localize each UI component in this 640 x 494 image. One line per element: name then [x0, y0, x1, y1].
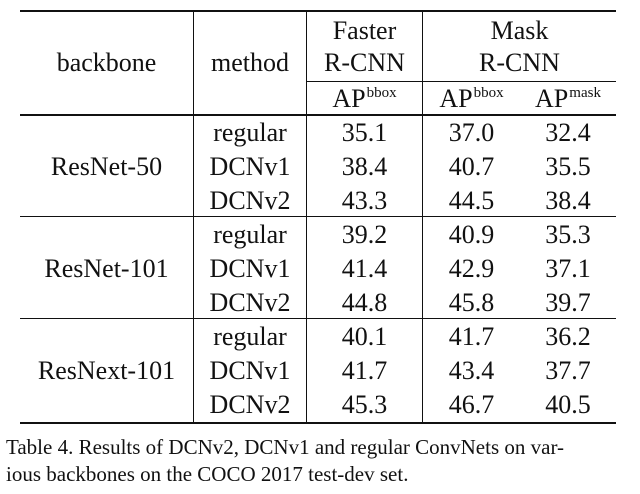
- mask-bbox-cell: 44.5: [448, 186, 495, 215]
- method-cell: DCNv1: [209, 356, 291, 385]
- header-rule: [20, 114, 616, 116]
- faster-bbox-cell: 41.7: [341, 356, 388, 385]
- mask-bbox-cell: 43.4: [448, 356, 495, 385]
- header-ap-mask-mask: APmask: [520, 86, 616, 112]
- faster-bbox-cell: 35.1: [341, 118, 388, 147]
- ap-superscript: bbox: [366, 85, 397, 101]
- group-rule-1: [20, 216, 616, 217]
- ap-superscript: bbox: [473, 85, 504, 101]
- mask-mask-cell: 40.5: [545, 390, 591, 419]
- method-cell: regular: [213, 118, 287, 147]
- table-caption: Table 4. Results of DCNv2, DCNv1 and reg…: [6, 434, 632, 488]
- faster-bbox-cell: 41.4: [341, 254, 388, 283]
- mask-bbox-cell: 40.9: [448, 220, 495, 249]
- top-rule: [20, 10, 616, 12]
- caption-line-1: Table 4. Results of DCNv2, DCNv1 and reg…: [6, 435, 565, 459]
- header-faster-line1: Faster: [332, 16, 397, 45]
- method-cell: DCNv2: [209, 390, 291, 419]
- header-mask-line2: R-CNN: [479, 48, 560, 77]
- mask-mask-cell: 38.4: [545, 186, 591, 215]
- group-rule-2: [20, 318, 616, 319]
- vertical-rule-faster: [422, 10, 423, 424]
- header-ap-faster-bbox: APbbox: [307, 86, 422, 112]
- backbone-resnet-50: ResNet-50: [50, 152, 163, 181]
- faster-bbox-cell: 43.3: [341, 186, 388, 215]
- faster-bbox-cell: 45.3: [341, 390, 388, 419]
- method-cell: regular: [213, 220, 287, 249]
- backbone-resnext-101: ResNext-101: [37, 356, 176, 385]
- faster-bbox-cell: 44.8: [341, 288, 388, 317]
- header-method: method: [211, 48, 289, 77]
- method-cell: DCNv2: [209, 288, 291, 317]
- mask-mask-cell: 35.5: [545, 152, 591, 181]
- method-cell: DCNv1: [209, 152, 291, 181]
- mask-bbox-cell: 46.7: [448, 390, 495, 419]
- header-ap-mask-bbox: APbbox: [423, 86, 520, 112]
- subheader-rule: [307, 81, 616, 82]
- ap-label: AP: [535, 84, 569, 113]
- faster-bbox-cell: 39.2: [341, 220, 388, 249]
- vertical-rule-backbone: [193, 10, 194, 424]
- header-backbone: backbone: [56, 48, 157, 77]
- vertical-rule-method: [306, 10, 307, 424]
- mask-mask-cell: 37.7: [545, 356, 591, 385]
- mask-bbox-cell: 37.0: [448, 118, 495, 147]
- mask-mask-cell: 32.4: [545, 118, 591, 147]
- header-faster-line2: R-CNN: [324, 48, 405, 77]
- mask-bbox-cell: 42.9: [448, 254, 495, 283]
- faster-bbox-cell: 38.4: [341, 152, 388, 181]
- ap-label: AP: [439, 84, 473, 113]
- mask-bbox-cell: 40.7: [448, 152, 495, 181]
- mask-bbox-cell: 45.8: [448, 288, 495, 317]
- ap-label: AP: [332, 84, 366, 113]
- method-cell: DCNv2: [209, 186, 291, 215]
- mask-mask-cell: 37.1: [545, 254, 591, 283]
- bottom-rule: [20, 422, 616, 424]
- mask-mask-cell: 35.3: [545, 220, 591, 249]
- caption-line-2: ious backbones on the COCO 2017 test-dev…: [6, 462, 409, 486]
- mask-mask-cell: 39.7: [545, 288, 591, 317]
- faster-bbox-cell: 40.1: [341, 322, 388, 351]
- method-cell: DCNv1: [209, 254, 291, 283]
- mask-bbox-cell: 41.7: [448, 322, 495, 351]
- method-cell: regular: [213, 322, 287, 351]
- header-mask-line1: Mask: [490, 16, 549, 45]
- ap-superscript: mask: [569, 85, 601, 101]
- backbone-resnet-101: ResNet-101: [44, 254, 169, 283]
- results-table: backbone method Faster R-CNN Mask R-CNN …: [20, 10, 616, 424]
- mask-mask-cell: 36.2: [545, 322, 591, 351]
